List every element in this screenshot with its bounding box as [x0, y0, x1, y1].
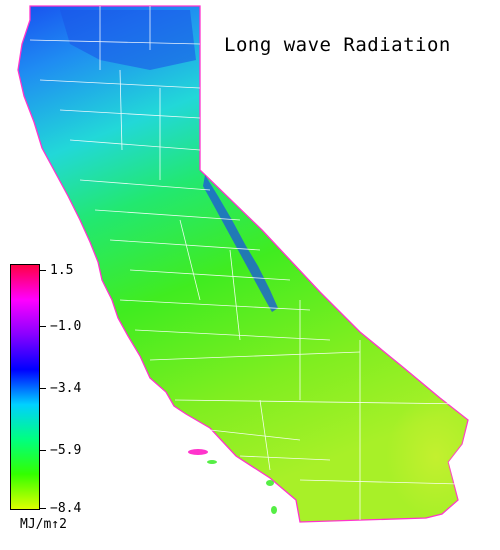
tick-mark	[40, 508, 46, 509]
island	[271, 506, 277, 514]
tick-label: −8.4	[50, 501, 82, 516]
desert-region	[290, 300, 468, 518]
tick-label: −3.4	[50, 381, 82, 396]
north-blue-patch	[60, 10, 196, 70]
tick-label: −5.9	[50, 443, 82, 458]
island	[207, 460, 217, 464]
tick-mark	[40, 326, 46, 327]
county-boundaries	[29, 6, 471, 520]
island	[266, 480, 274, 486]
units-label: MJ/m↑2	[20, 517, 67, 532]
tick-mark	[40, 388, 46, 389]
map-title: Long wave Radiation	[224, 34, 451, 56]
tick-mark	[40, 270, 46, 271]
color-scale-bar	[10, 264, 40, 510]
island	[188, 449, 208, 455]
tick-label: 1.5	[50, 263, 74, 278]
tick-mark	[40, 450, 46, 451]
tick-label: −1.0	[50, 319, 82, 334]
